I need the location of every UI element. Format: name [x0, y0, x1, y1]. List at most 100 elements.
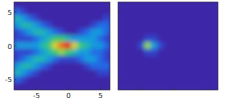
cell: [65, 22, 72, 30]
cell: [46, 29, 53, 37]
cell: [131, 15, 139, 23]
cell: [97, 69, 104, 77]
cell: [151, 15, 159, 23]
cell: [118, 2, 125, 9]
cell: [138, 29, 146, 37]
cell: [90, 42, 97, 50]
heatmap-area: [14, 2, 110, 90]
cell: [71, 8, 78, 16]
cell: [26, 2, 33, 9]
cell: [124, 56, 132, 64]
x-tick-label: -5: [33, 92, 40, 100]
cell: [171, 8, 179, 16]
cell: [103, 2, 110, 9]
cell: [39, 76, 46, 84]
cell: [90, 62, 97, 70]
cell: [171, 2, 179, 9]
cell: [124, 8, 132, 16]
cell: [65, 35, 72, 43]
cell: [151, 49, 159, 57]
cell: [118, 8, 125, 16]
cell: [178, 76, 186, 84]
cell: [103, 29, 110, 37]
cell: [171, 15, 179, 23]
cell: [20, 69, 27, 77]
cell: [138, 2, 146, 9]
cell: [90, 22, 97, 30]
cell: [144, 83, 152, 90]
cell: [33, 35, 40, 43]
cell: [20, 22, 27, 30]
cell: [178, 15, 186, 23]
cell: [84, 56, 91, 64]
cell: [26, 62, 33, 70]
cell: [151, 83, 159, 90]
cell: [39, 49, 46, 57]
cell: [184, 15, 192, 23]
cell: [144, 56, 152, 64]
cell: [158, 2, 166, 9]
cell: [198, 69, 206, 77]
cell: [164, 56, 172, 64]
cell: [131, 83, 139, 90]
cell: [58, 2, 65, 9]
cell: [198, 22, 206, 30]
cell: [20, 49, 27, 57]
cell: [158, 62, 166, 70]
cell: [71, 35, 78, 43]
x-tick: [68, 88, 69, 91]
cell: [151, 29, 159, 37]
cell: [204, 22, 212, 30]
cell: [171, 76, 179, 84]
cell: [65, 69, 72, 77]
cell: [164, 8, 172, 16]
cell: [14, 49, 21, 57]
cell: [178, 69, 186, 77]
cell: [14, 35, 21, 43]
cell: [84, 76, 91, 84]
y-tick: [118, 12, 121, 13]
cell: [198, 8, 206, 16]
cell: [124, 29, 132, 37]
cell: [39, 69, 46, 77]
cell: [65, 29, 72, 37]
cell: [144, 69, 152, 77]
cell: [151, 35, 159, 43]
cell: [178, 62, 186, 70]
cell: [39, 22, 46, 30]
cell: [103, 8, 110, 16]
cell: [97, 76, 104, 84]
cell: [20, 76, 27, 84]
cell: [131, 49, 139, 57]
cell: [191, 76, 199, 84]
cell: [164, 29, 172, 37]
heatmap-cells: [118, 2, 218, 90]
cell: [58, 35, 65, 43]
cell: [14, 56, 21, 64]
cell: [52, 62, 59, 70]
cell: [158, 35, 166, 43]
cell: [124, 35, 132, 43]
cell: [191, 56, 199, 64]
cell: [52, 15, 59, 23]
cell: [198, 42, 206, 50]
cell: [138, 56, 146, 64]
cell: [78, 22, 85, 30]
y-tick-label: -5: [5, 76, 12, 84]
cell: [58, 49, 65, 57]
cell: [84, 2, 91, 9]
cell: [171, 62, 179, 70]
cell: [97, 2, 104, 9]
cell: [97, 83, 104, 90]
cell: [191, 2, 199, 9]
cell: [26, 42, 33, 50]
cell: [78, 56, 85, 64]
cell: [90, 15, 97, 23]
cell: [103, 83, 110, 90]
cell: [191, 49, 199, 57]
cell: [118, 15, 125, 23]
cell: [178, 2, 186, 9]
cell: [124, 83, 132, 90]
cell: [26, 8, 33, 16]
cell: [178, 29, 186, 37]
